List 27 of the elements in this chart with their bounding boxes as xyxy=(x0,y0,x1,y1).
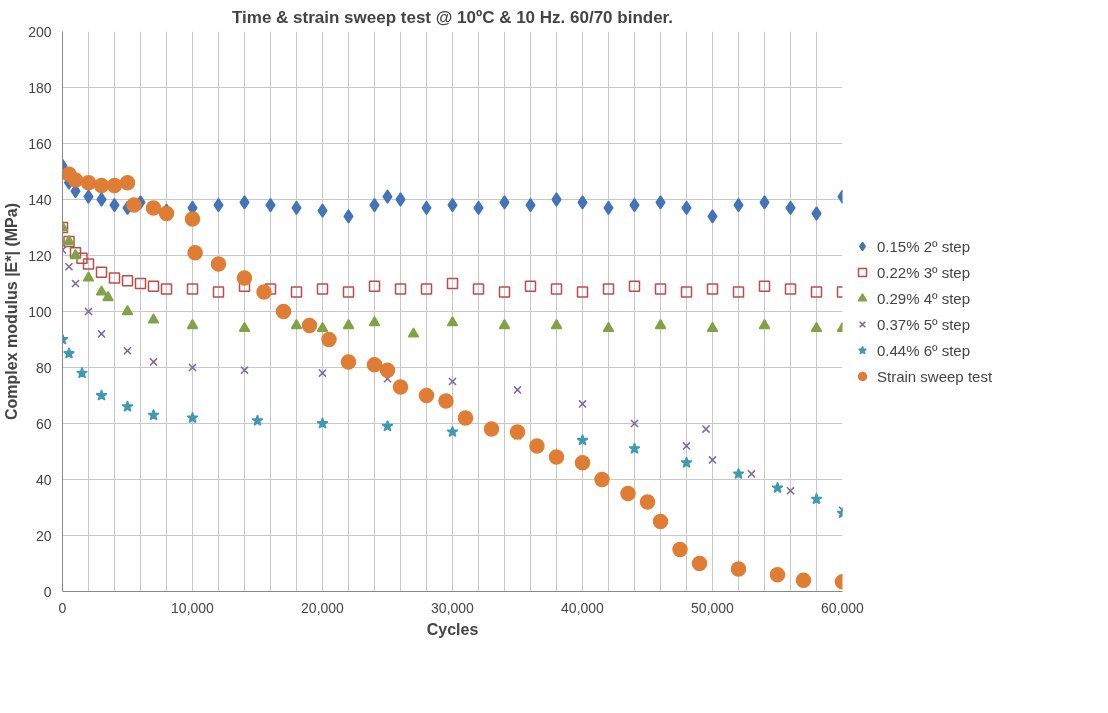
x-tick-label: 40,000 xyxy=(561,599,605,616)
legend-label: 0.15% 2º step xyxy=(877,237,971,255)
y-tick-label: 160 xyxy=(28,135,52,152)
y-tick-label: 40 xyxy=(35,471,52,488)
x-tick-label: 0 xyxy=(58,599,67,616)
x-axis-title: Cycles xyxy=(426,620,479,638)
legend-label: 0.44% 6º step xyxy=(877,341,971,359)
legend-label: 0.37% 5º step xyxy=(877,315,971,333)
y-tick-label: 180 xyxy=(28,79,52,96)
y-tick-label: 0 xyxy=(43,583,52,600)
y-tick-label: 140 xyxy=(28,191,52,208)
x-tick-label: 50,000 xyxy=(691,599,735,616)
y-tick-label: 200 xyxy=(28,23,52,40)
x-tick-label: 20,000 xyxy=(301,599,345,616)
y-axis-title: Complex modulus |E*| (MPa) xyxy=(3,203,21,420)
y-tick-label: 100 xyxy=(28,303,52,320)
legend-label: 0.22% 3º step xyxy=(877,263,971,281)
legend-label: Strain sweep test xyxy=(877,367,993,385)
y-tick-label: 120 xyxy=(28,247,52,264)
x-tick-label: 30,000 xyxy=(431,599,475,616)
x-tick-label: 60,000 xyxy=(821,599,865,616)
y-tick-label: 60 xyxy=(35,415,52,432)
legend-label: 0.29% 4º step xyxy=(877,289,971,307)
x-tick-label: 10,000 xyxy=(171,599,215,616)
chart-title: Time & strain sweep test @ 10ºC & 10 Hz. 60/70 binder. xyxy=(231,7,674,27)
y-tick-label: 20 xyxy=(35,527,52,544)
y-tick-label: 80 xyxy=(35,359,52,376)
